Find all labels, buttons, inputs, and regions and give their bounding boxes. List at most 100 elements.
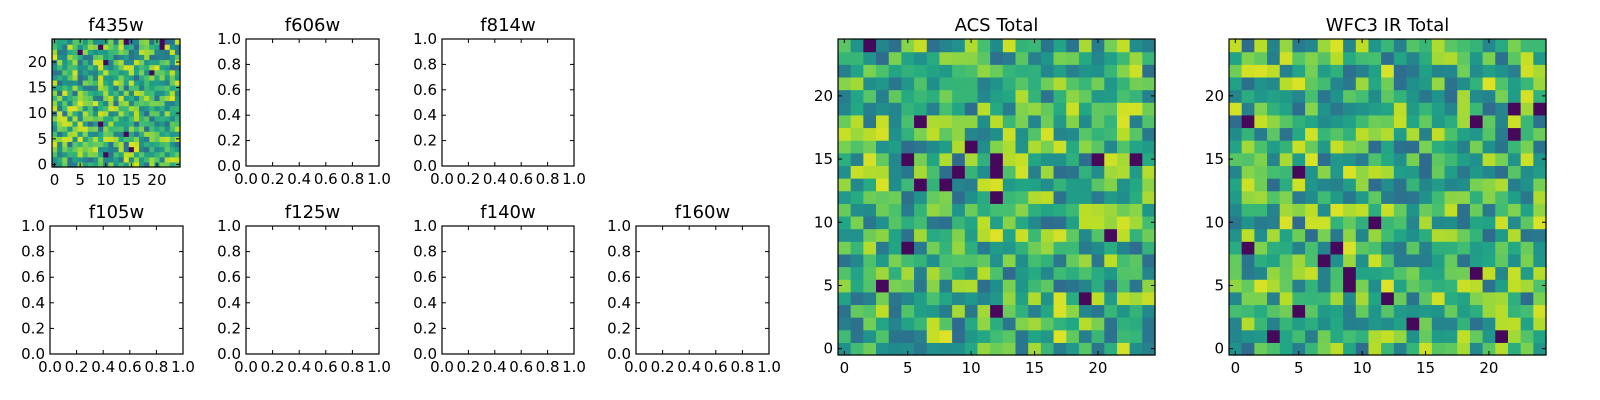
heatmap-cell (164, 44, 171, 50)
heatmap-cell (1457, 253, 1471, 268)
heatmap-cell (1381, 342, 1395, 356)
heatmap-cell (1368, 114, 1382, 129)
heatmap-cell (98, 141, 104, 148)
heatmap-cell (144, 146, 150, 153)
heatmap-cell (1419, 203, 1433, 217)
heatmap-cell (72, 49, 79, 55)
heatmap-cell (87, 146, 94, 153)
heatmap-cell (1520, 76, 1534, 91)
heatmap-cell (1368, 178, 1382, 192)
heatmap-cell (1292, 152, 1306, 166)
heatmap-cell (144, 49, 150, 55)
heatmap-cell (1091, 178, 1105, 192)
heatmap-cell (1116, 64, 1131, 78)
heatmap-cell (1279, 140, 1293, 154)
heatmap-cell (939, 291, 953, 306)
heatmap-cell (876, 178, 890, 192)
heatmap-cell (1241, 241, 1255, 255)
heatmap-cell (1444, 51, 1458, 65)
heatmap-cell (133, 59, 140, 66)
heatmap-cell (1053, 127, 1067, 141)
heatmap-cell (1053, 329, 1067, 343)
heatmap-cell (1116, 203, 1131, 217)
heatmap-cell (1254, 89, 1268, 103)
heatmap-cell (1279, 342, 1293, 356)
heatmap-cell (1040, 291, 1055, 306)
heatmap-cell (1292, 39, 1306, 53)
heatmap-cell (1368, 342, 1382, 356)
heatmap-cell (1267, 178, 1281, 192)
heatmap-cell (1368, 304, 1382, 318)
heatmap-cell (52, 49, 58, 55)
heatmap-cell (939, 114, 953, 129)
heatmap-cell (838, 228, 852, 242)
heatmap-cell (1507, 317, 1522, 331)
heatmap-cell (113, 126, 120, 132)
heatmap-cell (108, 151, 115, 158)
heatmap-cell (926, 228, 941, 242)
heatmap-cell (113, 115, 120, 122)
heatmap-cell (1028, 342, 1042, 356)
heatmap-cell (123, 64, 130, 71)
heatmap-cell (92, 115, 99, 122)
heatmap-cell (1066, 190, 1080, 204)
heatmap-cell (72, 90, 79, 96)
y-tick-label: 0.0 (217, 157, 241, 175)
heatmap-cell (108, 136, 115, 142)
heatmap-cell (1116, 329, 1131, 343)
heatmap-cell (1431, 253, 1446, 268)
heatmap-cell (977, 241, 991, 255)
heatmap-cell (123, 49, 130, 55)
heatmap-cell (1241, 102, 1255, 116)
heatmap-cell (1482, 190, 1496, 204)
heatmap-cell (133, 141, 140, 148)
heatmap-cell (1091, 140, 1105, 154)
heatmap-cell (169, 90, 176, 96)
heatmap-cell (128, 100, 135, 107)
heatmap-cell (952, 51, 966, 65)
heatmap-cell (876, 114, 890, 129)
heatmap-cell (154, 54, 161, 61)
heatmap-cell (1002, 304, 1017, 318)
heatmap-cell (1317, 241, 1332, 255)
heatmap-cell (169, 44, 176, 50)
heatmap-cell (87, 85, 94, 91)
heatmap-cell (98, 126, 104, 132)
heatmap-cell (77, 156, 84, 163)
heatmap-cell (82, 105, 89, 112)
heatmap-cell (174, 90, 181, 96)
heatmap-cell (1507, 190, 1522, 204)
heatmap-cell (113, 49, 120, 55)
y-tick-label: 0.4 (217, 106, 241, 124)
heatmap-cell (139, 151, 145, 158)
heatmap-cell (1507, 203, 1522, 217)
heatmap-cell (901, 51, 915, 65)
heatmap-cell (876, 89, 890, 103)
heatmap-cell (1495, 279, 1509, 293)
heatmap-cell (1520, 279, 1534, 293)
heatmap-cell (92, 151, 99, 158)
heatmap-cell (1292, 140, 1306, 154)
heatmap-cell (1393, 253, 1408, 268)
heatmap-cell (169, 141, 176, 148)
heatmap-cell (72, 131, 79, 137)
heatmap-cell (1142, 203, 1156, 217)
heatmap-cell (1279, 102, 1293, 116)
heatmap-cell (1355, 241, 1370, 255)
heatmap-cell (154, 120, 161, 127)
heatmap-cell (1469, 89, 1484, 103)
heatmap-cell (118, 156, 125, 163)
heatmap-cell (1305, 64, 1319, 78)
heatmap-cell (1129, 102, 1143, 116)
heatmap-cell (1040, 253, 1055, 268)
heatmap-cell (169, 110, 176, 117)
heatmap-cell (82, 49, 89, 55)
heatmap-cell (1419, 165, 1433, 179)
heatmap-cell (1279, 152, 1293, 166)
heatmap-cell (92, 146, 99, 153)
heatmap-cell (1053, 178, 1067, 192)
heatmap-cell (1495, 253, 1509, 268)
heatmap-cell (1507, 152, 1522, 166)
heatmap-cell (952, 165, 966, 179)
